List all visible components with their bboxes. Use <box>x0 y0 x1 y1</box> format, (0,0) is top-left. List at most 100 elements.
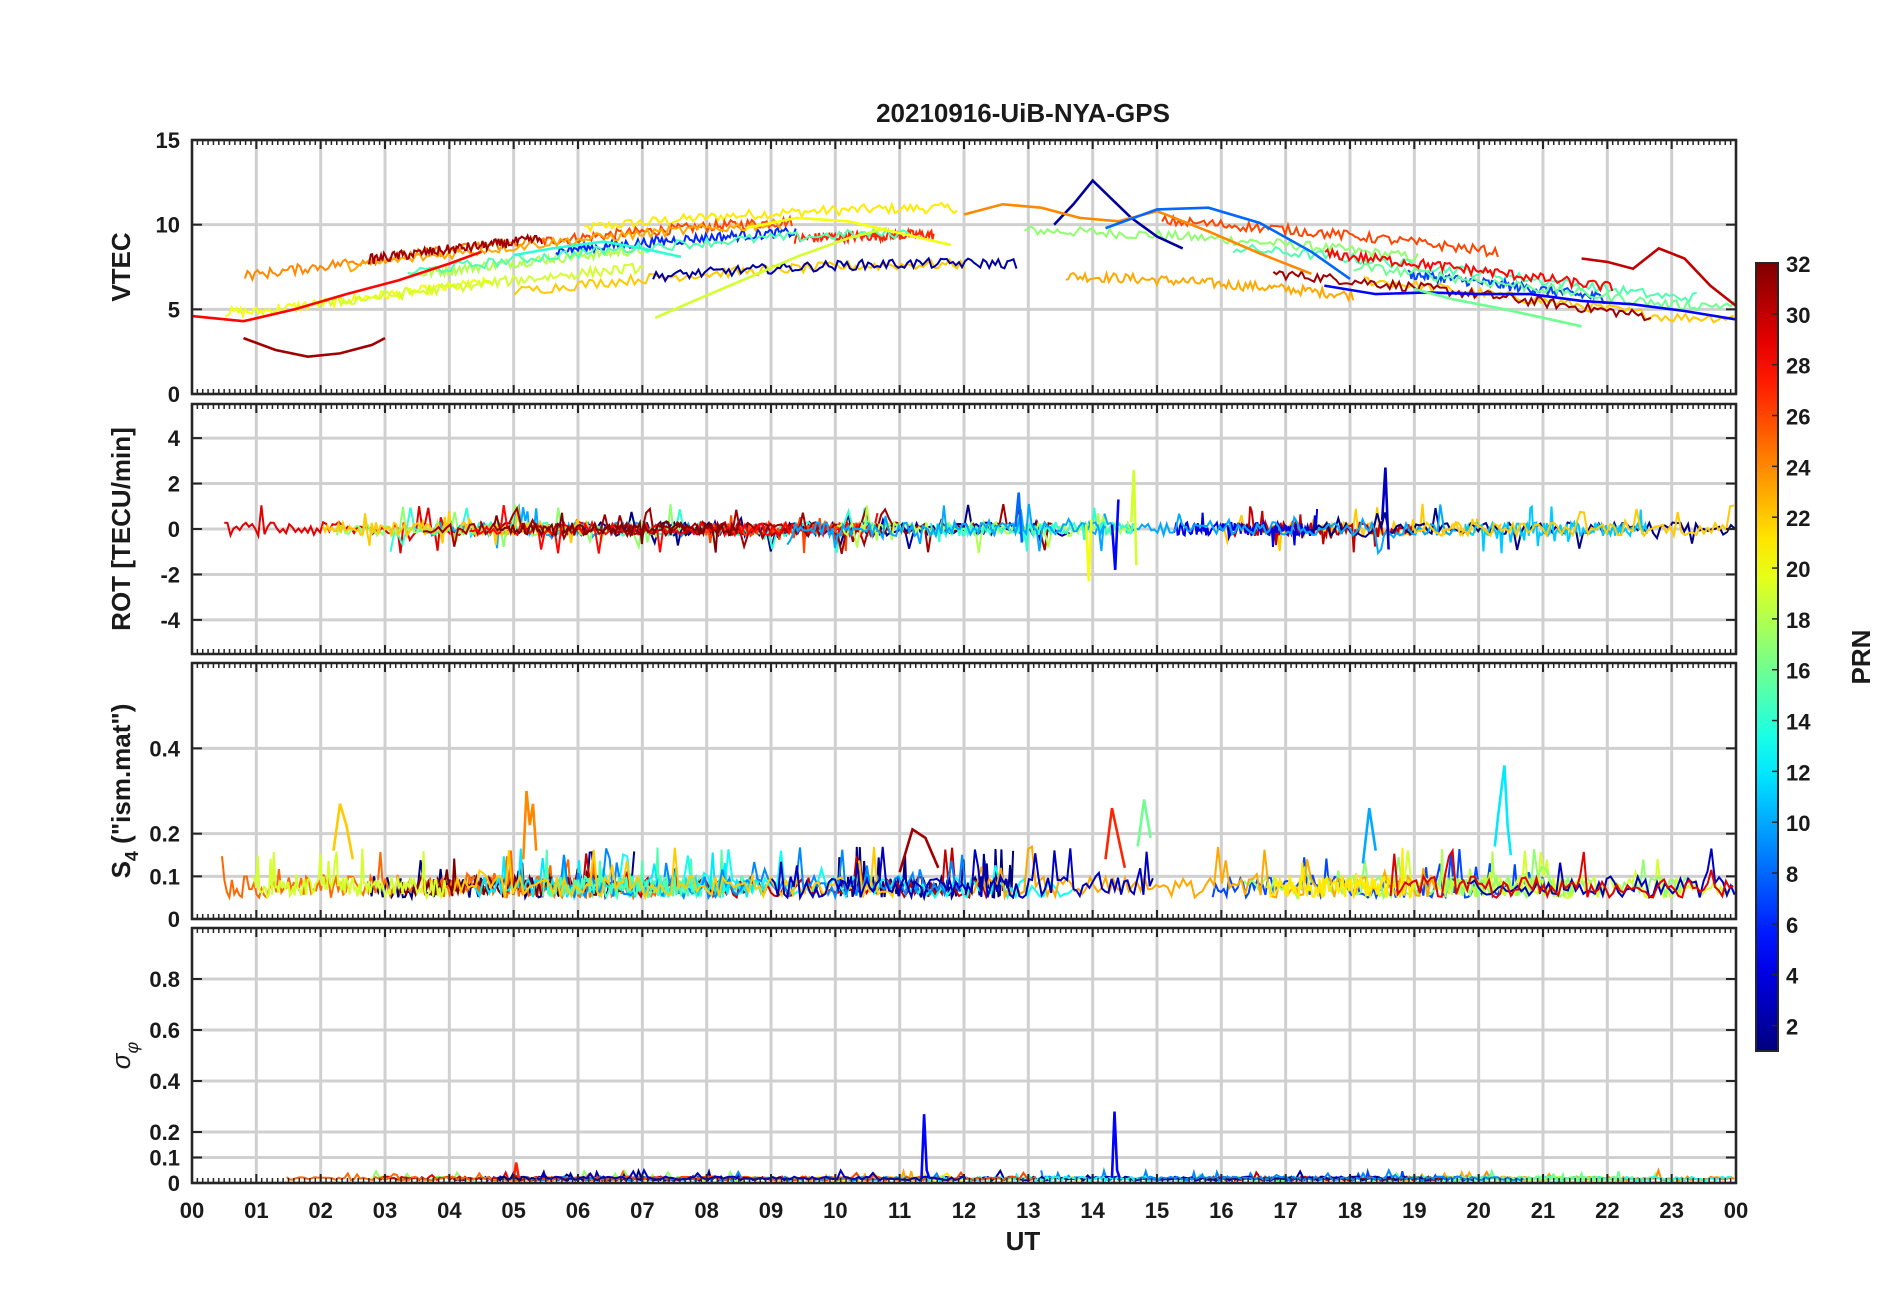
series-prn-16 <box>1413 287 1582 328</box>
trace-prn-21 <box>584 201 958 233</box>
series-prn-20 <box>1084 519 1093 582</box>
y-tick-label: 0.1 <box>149 1146 180 1171</box>
x-tick-label: 13 <box>1016 1198 1040 1223</box>
trace-prn-19 <box>324 262 644 308</box>
axes-frame <box>190 138 1738 396</box>
trace-prn-13 <box>898 1172 1161 1182</box>
colorbar-gradient <box>1755 262 1779 1052</box>
trace-prn-22 <box>513 257 966 296</box>
y-axis-title: σφ <box>106 1042 142 1070</box>
colorbar-tick-label: 12 <box>1786 760 1810 785</box>
y-tick-label: -4 <box>160 608 180 633</box>
colorbar-tick-label: 28 <box>1786 354 1810 379</box>
colorbar-tick-label: 24 <box>1786 455 1811 480</box>
series-prn-28 <box>192 250 482 323</box>
trace-prn-9 <box>1138 1167 1524 1182</box>
trace-prn-15 <box>407 227 921 275</box>
y-tick-label: 0.4 <box>149 1069 180 1094</box>
x-tick-label: 16 <box>1209 1198 1233 1223</box>
y-axis-title: S4 ("ism.mat") <box>106 704 142 879</box>
trace-prn-29 <box>1389 847 1734 900</box>
colorbar-tick-label: 14 <box>1786 710 1811 735</box>
colorbar-title: PRN <box>1846 630 1876 685</box>
trace-prn-1 <box>1310 507 1736 551</box>
trace-prn-31 <box>367 232 544 265</box>
x-tick-label: 09 <box>759 1198 783 1223</box>
trace-prn-22 <box>1410 504 1735 540</box>
colorbar-tick-label: 10 <box>1786 811 1810 836</box>
y-tick-label: 4 <box>168 426 181 451</box>
trace-prn-22 <box>452 846 898 901</box>
series-prn-10 <box>1361 807 1377 864</box>
series-prn-19 <box>654 226 888 319</box>
trace-prn-26 <box>1161 213 1499 258</box>
trace-prn-23 <box>346 217 782 273</box>
trace-prn-19 <box>252 848 448 901</box>
panel-2: -4 -2 0 2 4 ROT [TECU/min] <box>106 402 1738 656</box>
series-prn-5 <box>1324 284 1736 321</box>
y-tick-label: 15 <box>156 128 180 153</box>
series-prn-2 <box>1053 178 1184 250</box>
x-tick-label: 14 <box>1080 1198 1105 1223</box>
series-prn-31 <box>898 827 940 873</box>
background-traces <box>224 201 1736 324</box>
panel-3: 0 0.1 0.2 0.4 S4 ("ism.mat") <box>106 661 1738 932</box>
y-tick-label: 2 <box>168 472 180 497</box>
y-tick-label: 0.2 <box>149 1120 180 1145</box>
trace-prn-32 <box>493 512 742 553</box>
colorbar-tick-label: 16 <box>1786 659 1810 684</box>
x-tick-label: 03 <box>373 1198 397 1223</box>
trace-prn-15 <box>542 849 696 900</box>
series-prn-31 <box>243 336 386 359</box>
x-tick-label: 15 <box>1145 1198 1169 1223</box>
x-tick-label: 21 <box>1531 1198 1555 1223</box>
colorbar-tick-label: 6 <box>1786 913 1798 938</box>
x-axis-title: UT <box>1006 1226 1041 1256</box>
axes-frame <box>190 661 1738 921</box>
y-tick-label: -2 <box>160 562 180 587</box>
trace-prn-27 <box>793 226 935 246</box>
x-tick-label: 01 <box>244 1198 268 1223</box>
x-tick-label: 19 <box>1402 1198 1426 1223</box>
x-tick-label: 12 <box>952 1198 976 1223</box>
series-prn-14 <box>513 240 682 259</box>
x-tick-label: 05 <box>501 1198 525 1223</box>
y-tick-label: 5 <box>168 297 180 322</box>
x-tick-label: 10 <box>823 1198 847 1223</box>
series-prn-8 <box>1014 492 1024 543</box>
trace-prn-23 <box>1065 269 1355 303</box>
x-tick-label: 02 <box>308 1198 332 1223</box>
y-tick-label: 0 <box>168 382 180 407</box>
x-tick-label: 20 <box>1466 1198 1490 1223</box>
trace-prn-9 <box>542 847 967 901</box>
trace-prn-11 <box>1464 504 1648 554</box>
x-tick-label: 04 <box>437 1198 462 1223</box>
series-prn-5 <box>920 1114 931 1179</box>
series-prn-12 <box>1493 765 1513 856</box>
data-series <box>1014 467 1390 582</box>
panel-1: 0 5 10 15 VTEC <box>106 128 1738 407</box>
series-prn-24 <box>963 202 1312 276</box>
y-tick-label: 0.8 <box>149 967 180 992</box>
y-tick-label: 0 <box>168 1171 180 1196</box>
series-prn-19 <box>1130 469 1138 566</box>
trace-prn-3 <box>770 846 1154 902</box>
colorbar-tick-label: 30 <box>1786 303 1810 328</box>
colorbar-tick-label: 32 <box>1786 252 1810 277</box>
x-tick-label: 23 <box>1659 1198 1683 1223</box>
trace-prn-17 <box>335 504 683 551</box>
x-tick-label: 22 <box>1595 1198 1619 1223</box>
y-tick-label: 0.2 <box>149 822 180 847</box>
y-axis-title: VTEC <box>106 232 136 302</box>
axes-frame <box>190 926 1738 1185</box>
colorbar-tick-label: 4 <box>1786 964 1799 989</box>
data-series <box>192 178 1736 359</box>
y-tick-label: 0 <box>168 517 180 542</box>
y-tick-label: 10 <box>156 213 180 238</box>
x-tick-label: 00 <box>1724 1198 1748 1223</box>
colorbar-tick-label: 22 <box>1786 506 1810 531</box>
trace-prn-31 <box>1272 269 1652 322</box>
data-series <box>332 765 1513 873</box>
